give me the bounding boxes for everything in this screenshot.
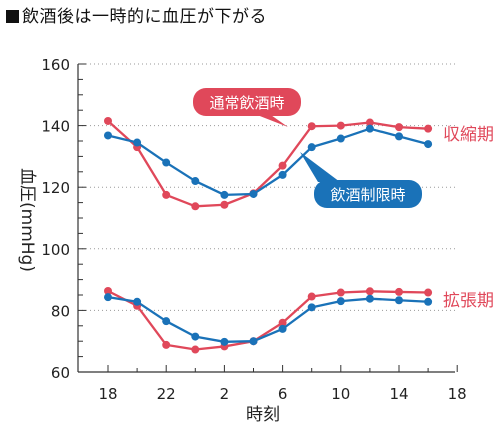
- diastolic-label: 拡張期: [443, 291, 494, 311]
- data-point-3-7: [307, 303, 316, 312]
- data-point-0-2: [162, 190, 171, 199]
- data-point-3-6: [278, 324, 287, 333]
- data-point-1-1: [133, 138, 142, 147]
- data-point-0-11: [424, 124, 433, 133]
- data-point-1-2: [162, 158, 171, 167]
- x-tick-label-3: 6: [278, 385, 288, 403]
- data-point-1-6: [278, 170, 287, 179]
- callout-drinking-text: 通常飲酒時: [209, 94, 284, 112]
- data-point-2-3: [191, 345, 200, 354]
- data-point-0-10: [395, 123, 403, 132]
- data-point-3-5: [249, 337, 258, 346]
- data-point-3-9: [365, 294, 374, 303]
- data-point-2-10: [395, 287, 403, 296]
- data-point-0-8: [336, 121, 345, 130]
- data-point-2-8: [336, 288, 345, 297]
- y-tick-label-120: 120: [41, 179, 70, 197]
- data-point-2-2: [162, 340, 171, 349]
- data-point-3-8: [336, 297, 345, 306]
- data-point-3-11: [424, 297, 433, 306]
- data-point-3-0: [104, 293, 112, 302]
- data-point-0-4: [220, 200, 229, 209]
- data-point-1-0: [104, 131, 112, 140]
- y-tick-label-100: 100: [41, 241, 70, 259]
- y-axis-label: 血圧(mmHg): [17, 168, 37, 272]
- data-point-1-11: [424, 140, 433, 149]
- y-tick-label-80: 80: [51, 302, 70, 320]
- data-point-3-2: [162, 317, 171, 326]
- callout-drinking: 通常飲酒時: [193, 88, 301, 127]
- data-point-1-5: [249, 189, 258, 198]
- callout-restricted-bubble: [314, 180, 422, 208]
- series-line-1: [107, 127, 429, 197]
- x-tick-label-0: 18: [98, 385, 117, 403]
- data-point-2-7: [307, 292, 316, 301]
- systolic-label: 収縮期: [443, 125, 494, 145]
- series-line-0: [107, 120, 429, 208]
- callout-drinking-bubble: [193, 88, 301, 116]
- series-2: [104, 286, 433, 354]
- data-point-1-3: [191, 177, 200, 186]
- data-point-1-8: [336, 134, 345, 143]
- x-tick-labels: 18 22 2 6 10 14 18: [98, 385, 466, 403]
- data-point-0-0: [104, 116, 112, 125]
- data-point-2-9: [365, 287, 374, 296]
- data-point-1-10: [395, 132, 403, 141]
- data-point-2-11: [424, 288, 433, 297]
- y-tick-label-160: 160: [41, 56, 70, 74]
- y-tick-label-140: 140: [41, 118, 70, 136]
- data-point-3-10: [395, 296, 403, 305]
- data-point-0-9: [365, 118, 374, 127]
- grid-lines: [78, 63, 455, 311]
- series-3: [104, 293, 433, 346]
- chart-title: 飲酒後は一時的に血圧が下がる: [6, 2, 267, 27]
- callout-restricted-text: 飲酒制限時: [330, 186, 405, 204]
- data-point-0-3: [191, 202, 200, 211]
- callout-restricted-pointer: [300, 152, 340, 182]
- series-line-3: [107, 296, 429, 343]
- data-point-2-6: [278, 318, 287, 327]
- series-line-2: [107, 289, 429, 351]
- data-point-0-6: [278, 161, 287, 170]
- data-point-1-7: [307, 143, 316, 152]
- title-square-icon: [6, 10, 19, 23]
- data-point-2-0: [104, 286, 112, 295]
- data-point-1-4: [220, 190, 229, 199]
- chart-title-text: 飲酒後は一時的に血圧が下がる: [22, 7, 267, 27]
- y-tick-label-60: 60: [51, 364, 70, 382]
- data-point-3-1: [133, 297, 142, 306]
- x-tick-label-6: 18: [448, 385, 467, 403]
- x-tick-label-4: 10: [331, 385, 350, 403]
- data-point-3-3: [191, 332, 200, 341]
- x-tick-label-5: 14: [389, 385, 408, 403]
- data-point-0-7: [307, 122, 316, 131]
- axes: [77, 63, 458, 373]
- series-1: [104, 124, 433, 199]
- x-tick-label-1: 22: [157, 385, 176, 403]
- y-tick-labels: 60 80 100 120 140 160: [41, 56, 70, 382]
- x-axis-label: 時刻: [246, 405, 280, 425]
- x-tick-label-2: 2: [220, 385, 230, 403]
- callout-drinking-pointer: [252, 113, 288, 127]
- data-point-1-9: [365, 124, 374, 133]
- series-layer: [104, 116, 433, 354]
- data-point-3-4: [220, 337, 229, 346]
- callout-restricted: 飲酒制限時: [300, 152, 422, 208]
